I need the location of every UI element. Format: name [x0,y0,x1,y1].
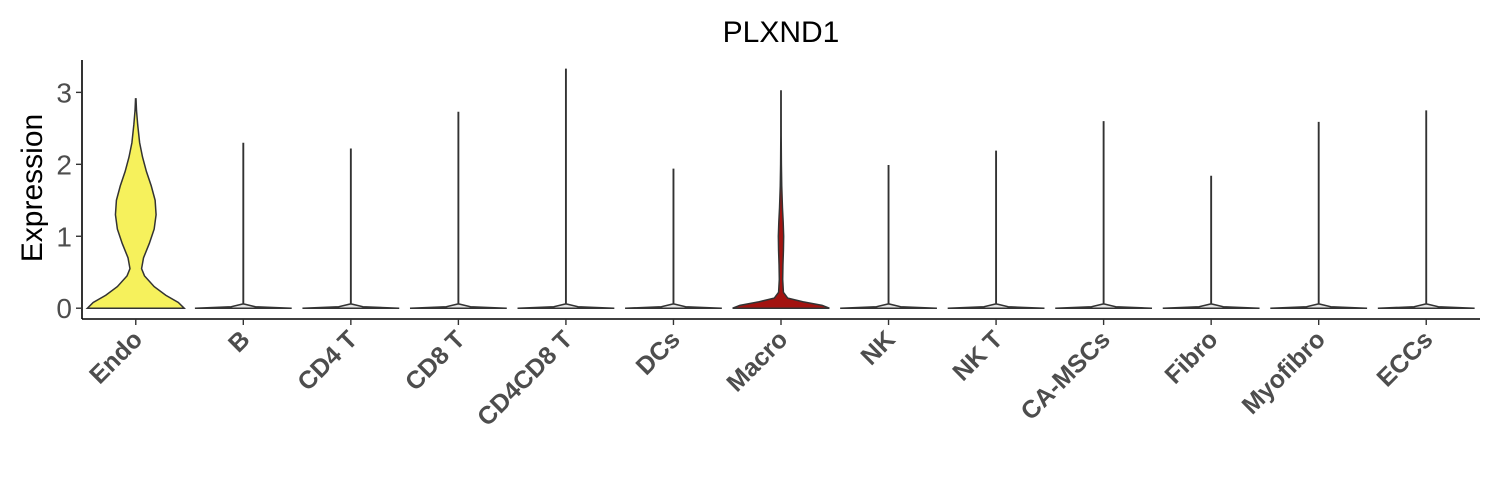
y-tick-label: 0 [56,293,72,324]
x-tick-label: NK T [947,325,1008,386]
violin-macro [732,90,830,309]
x-tick-label: Endo [84,325,148,389]
x-tick-label: CD4 T [292,325,363,396]
y-tick-label: 1 [56,221,72,252]
chart-title: PLXND1 [723,16,840,49]
violin-cd4cd8-t [517,68,615,309]
x-tick-label: CD8 T [400,325,471,396]
violin-myofibro [1270,121,1368,309]
violin-endo [85,98,186,309]
y-tick-label: 3 [56,77,72,108]
violin-nk [840,165,937,309]
plot-area: 0 1 2 3 Endo B CD4 T CD8 T CD4CD8 T DCs Macro NK NK … [56,60,1480,432]
y-tick-label: 2 [56,149,72,180]
violin-dcs [625,168,722,309]
x-tick-label: Myofibro [1237,325,1331,419]
x-tick-label: Fibro [1159,325,1223,389]
violin-nk-t [947,150,1045,309]
x-tick-label: DCs [631,325,686,380]
x-tick-label: NK [855,325,900,370]
violin-ca-mscs [1055,121,1153,309]
x-tick-label: CD4CD8 T [472,325,578,431]
violin-b [194,142,292,309]
violin-fibro [1162,175,1260,309]
violin-eccs [1377,110,1475,309]
x-tick-label: B [223,325,256,358]
y-axis-label: Expression [16,114,49,262]
violin-cd4-t [302,148,400,309]
x-tick-label: CA-MSCs [1015,325,1115,425]
violin-cd8-t [409,111,507,309]
x-tick-label: Macro [721,325,793,397]
x-tick-label: ECCs [1371,325,1438,392]
